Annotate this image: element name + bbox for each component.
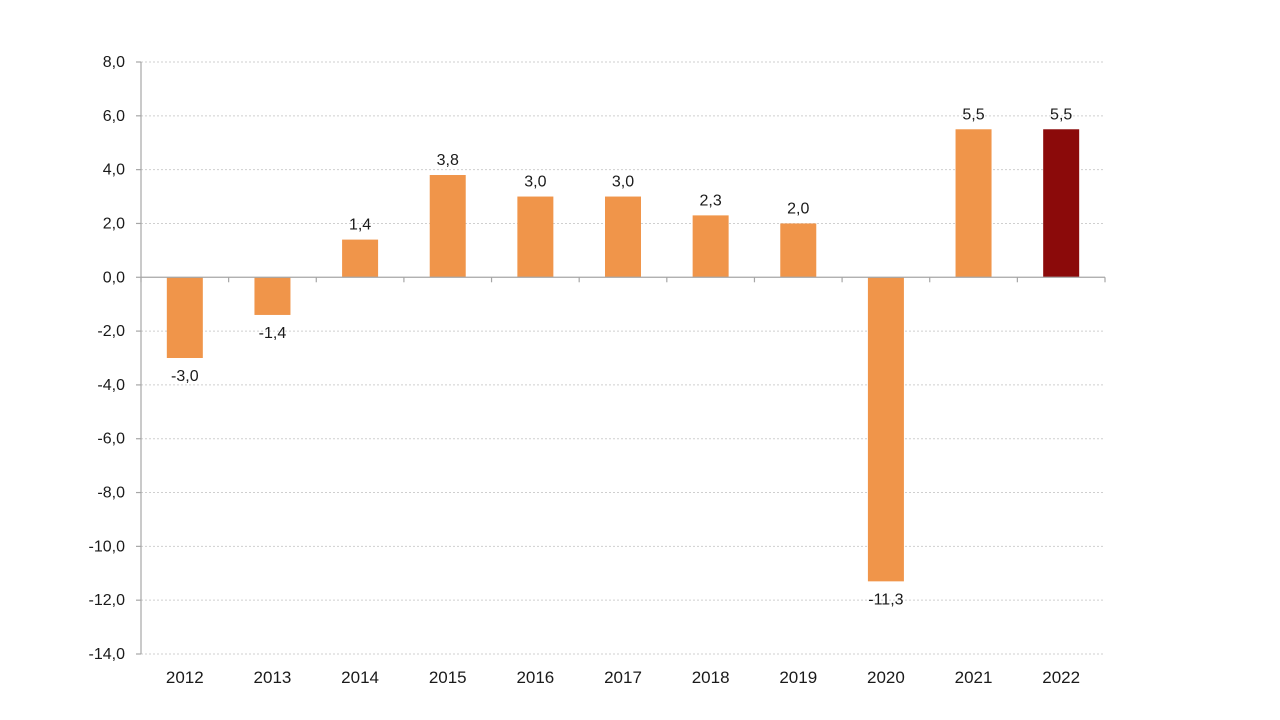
data-label-2012: -3,0 bbox=[171, 368, 199, 385]
data-label-2017: 3,0 bbox=[612, 174, 634, 191]
bar-2021 bbox=[955, 129, 992, 278]
y-tick-label: -8,0 bbox=[97, 485, 125, 502]
axes bbox=[136, 61, 1106, 655]
y-axis-tick-labels: 8,0 6,0 4,0 2,0 0,0 -2,0 -4,0 -6,0 -8,0 -10,0 -12,… bbox=[89, 54, 126, 663]
y-tick-label: -2,0 bbox=[97, 323, 125, 340]
x-tick-label: 2018 bbox=[692, 668, 730, 687]
bar-2013 bbox=[254, 277, 291, 315]
data-label-2022: 5,5 bbox=[1050, 106, 1072, 123]
x-tick-label: 2019 bbox=[779, 668, 817, 687]
x-tick-label: 2017 bbox=[604, 668, 642, 687]
bar-2012 bbox=[166, 277, 203, 358]
data-label-2013: -1,4 bbox=[259, 325, 287, 342]
x-tick-label: 2013 bbox=[254, 668, 292, 687]
x-tick-label: 2014 bbox=[341, 668, 379, 687]
bar-2018 bbox=[692, 215, 729, 278]
y-tick-label: 2,0 bbox=[103, 215, 125, 232]
data-label-2015: 3,8 bbox=[437, 152, 459, 169]
bar-2016 bbox=[517, 196, 554, 278]
x-tick-label: 2022 bbox=[1042, 668, 1080, 687]
data-labels: -3,0 -1,4 1,4 3,8 3,0 3,0 2,3 2,0 -11,3 5,5 5,5 bbox=[171, 106, 1072, 608]
x-tick-label: 2020 bbox=[867, 668, 905, 687]
y-tick-label: -12,0 bbox=[89, 592, 126, 609]
data-label-2014: 1,4 bbox=[349, 217, 371, 234]
y-tick-label: -6,0 bbox=[97, 431, 125, 448]
y-tick-label: 0,0 bbox=[103, 269, 125, 286]
y-tick-label: 4,0 bbox=[103, 162, 125, 179]
data-label-2021: 5,5 bbox=[962, 106, 984, 123]
y-tick-label: 8,0 bbox=[103, 54, 125, 71]
bar-2015 bbox=[429, 175, 466, 278]
data-label-2016: 3,0 bbox=[524, 174, 546, 191]
x-tick-label: 2012 bbox=[166, 668, 204, 687]
y-tick-label: -4,0 bbox=[97, 377, 125, 394]
bar-2017 bbox=[605, 196, 641, 278]
x-tick-label: 2015 bbox=[429, 668, 467, 687]
bar-2019 bbox=[780, 223, 817, 278]
y-tick-label: -10,0 bbox=[89, 538, 126, 555]
data-label-2018: 2,3 bbox=[700, 192, 722, 209]
x-tick-label: 2021 bbox=[955, 668, 993, 687]
bars bbox=[166, 129, 1080, 582]
bar-2022 bbox=[1043, 129, 1080, 278]
bar-2020 bbox=[867, 277, 904, 582]
y-tick-label: 6,0 bbox=[103, 108, 125, 125]
bar-2014 bbox=[342, 239, 379, 278]
y-tick-label: -14,0 bbox=[89, 646, 126, 663]
x-tick-label: 2016 bbox=[516, 668, 554, 687]
x-axis-tick-labels: 2012 2013 2014 2015 2016 2017 2018 2019 2020 2021… bbox=[166, 668, 1080, 687]
data-label-2020: -11,3 bbox=[868, 591, 903, 608]
data-label-2019: 2,0 bbox=[787, 200, 809, 217]
